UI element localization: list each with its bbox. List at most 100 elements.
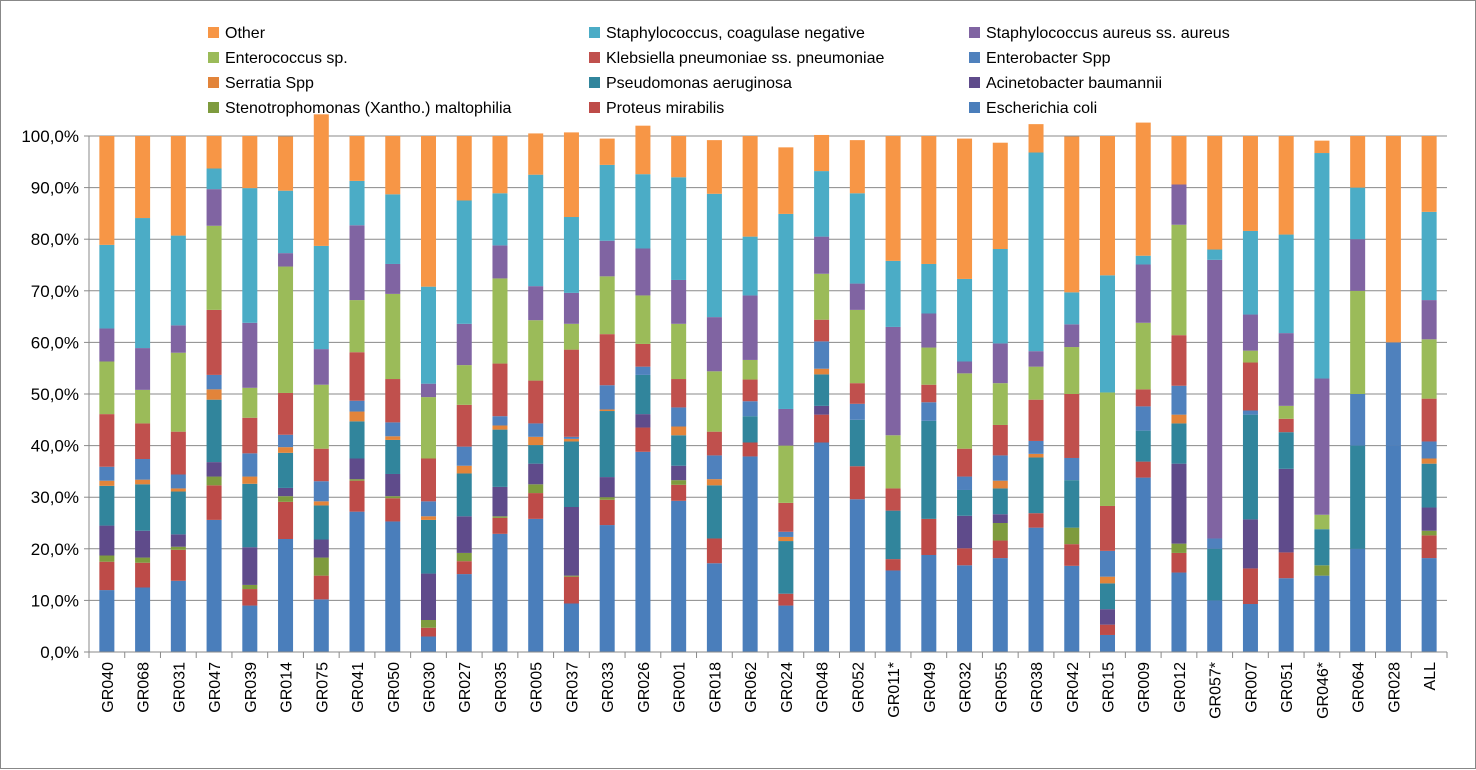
bar-segment-other <box>778 147 794 214</box>
bar-stack-gr035 <box>492 136 508 652</box>
bar-segment-enterococcus-sp <box>242 387 258 418</box>
bar-stack-gr038 <box>1028 124 1044 652</box>
bar-segment-klebsiella-pneumoniae-ss-pneumoniae <box>492 363 508 417</box>
bar-segment-pseudomonas-aeruginosa <box>135 484 151 531</box>
bar-segment-escherichia-coli <box>1278 578 1294 652</box>
bar-segment-other <box>671 136 687 178</box>
bar-segment-serratia-spp <box>1099 576 1116 584</box>
x-tick-label: GR042 <box>1065 662 1082 713</box>
legend-item-stenotrophomonas-xantho-maltophilia: Stenotrophomonas (Xantho.) maltophilia <box>208 100 511 117</box>
bar-segment-serratia-spp <box>456 465 472 474</box>
x-tick-label: GR049 <box>922 662 939 713</box>
y-axis-ticks: 0,0% 10,0% 20,0% 30,0% 40,0% 50,0% 60,0% 70,0% 8… <box>21 127 89 662</box>
x-tick-label: GR055 <box>993 662 1010 713</box>
bar-segment-staphylococcus-coagulase-negative <box>1350 187 1366 240</box>
bar-segment-other <box>349 136 365 181</box>
bar-stack-gr062 <box>742 136 758 652</box>
bar-segment-staphylococcus-coagulase-negative <box>778 213 794 409</box>
bar-segment-other <box>635 125 651 175</box>
bar-segment-escherichia-coli <box>635 451 651 652</box>
bar-segment-other <box>563 132 579 218</box>
bar-segment-serratia-spp <box>1171 414 1187 424</box>
bar-segment-escherichia-coli <box>528 518 544 652</box>
legend-item-acinetobacter-baumannii: Acinetobacter baumannii <box>969 75 1162 92</box>
bar-segment-other <box>849 140 865 194</box>
bar-segment-enterococcus-sp <box>528 320 544 381</box>
bar-segment-enterococcus-sp <box>849 309 865 384</box>
bar-segment-staphylococcus-aureus-ss-aureus <box>420 383 437 398</box>
bar-segment-proteus-mirabilis <box>385 498 401 522</box>
bar-segment-klebsiella-pneumoniae-ss-pneumoniae <box>456 404 472 447</box>
bar-segment-staphylococcus-coagulase-negative <box>278 190 294 254</box>
bar-segment-escherichia-coli <box>814 442 830 652</box>
bar-segment-staphylococcus-coagulase-negative <box>420 286 437 384</box>
legend-label: Enterococcus sp. <box>225 50 348 67</box>
bar-segment-acinetobacter-baumannii <box>385 473 401 497</box>
bar-segment-staphylococcus-coagulase-negative <box>1207 249 1223 260</box>
bar-segment-enterococcus-sp <box>349 300 365 353</box>
bar-stack-gr052 <box>849 140 865 652</box>
bar-segment-other <box>1099 136 1116 276</box>
bar-segment-escherichia-coli <box>849 499 865 652</box>
bar-segment-serratia-spp <box>99 480 115 486</box>
bar-segment-pseudomonas-aeruginosa <box>1278 432 1294 469</box>
bar-stack-gr011 <box>885 136 901 652</box>
legend-label: Stenotrophomonas (Xantho.) maltophilia <box>225 100 511 117</box>
bar-segment-pseudomonas-aeruginosa <box>814 374 830 406</box>
bar-segment-staphylococcus-coagulase-negative <box>349 180 365 226</box>
bar-segment-acinetobacter-baumannii <box>349 458 365 480</box>
bar-stack-gr040 <box>99 136 115 652</box>
bar-segment-other <box>385 136 401 195</box>
bar-segment-enterobacter-spp <box>563 436 579 439</box>
bar-segment-serratia-spp <box>1028 453 1044 458</box>
x-tick-label: ALL <box>1422 662 1439 691</box>
bar-segment-escherichia-coli <box>599 525 615 652</box>
legend-swatch <box>208 52 219 63</box>
legend-item-enterococcus-sp: Enterococcus sp. <box>208 50 348 67</box>
legend-item-serratia-spp: Serratia Spp <box>208 75 314 92</box>
bar-segment-proteus-mirabilis <box>1242 568 1258 605</box>
bar-segment-klebsiella-pneumoniae-ss-pneumoniae <box>135 423 151 460</box>
bar-segment-staphylococcus-aureus-ss-aureus <box>1135 264 1151 323</box>
bar-segment-enterobacter-spp <box>135 459 151 480</box>
bar-segment-enterococcus-sp <box>99 361 115 415</box>
bar-segment-pseudomonas-aeruginosa <box>778 541 794 594</box>
bar-segment-klebsiella-pneumoniae-ss-pneumoniae <box>742 379 758 402</box>
bar-segment-enterobacter-spp <box>778 531 794 537</box>
bar-segment-enterobacter-spp <box>242 453 258 477</box>
bar-segment-klebsiella-pneumoniae-ss-pneumoniae <box>170 431 186 475</box>
legend-swatch <box>589 27 600 38</box>
bar-stack-gr014 <box>278 136 294 652</box>
bar-segment-pseudomonas-aeruginosa <box>1207 548 1223 601</box>
bar-segment-staphylococcus-coagulase-negative <box>1421 211 1437 301</box>
bar-segment-enterococcus-sp <box>1314 514 1330 530</box>
bar-segment-proteus-mirabilis <box>420 627 437 637</box>
bar-segment-enterococcus-sp <box>385 293 401 380</box>
bar-segment-escherichia-coli <box>1207 600 1223 652</box>
y-tick-label: 50,0% <box>31 385 79 404</box>
bar-stack-gr064 <box>1350 136 1366 652</box>
bar-segment-pseudomonas-aeruginosa <box>349 421 365 459</box>
bar-segment-enterococcus-sp <box>1064 347 1080 394</box>
bar-segment-escherichia-coli <box>742 456 758 652</box>
bar-segment-stenotrophomonas-xantho-maltophilia <box>278 496 294 502</box>
bar-segment-serratia-spp <box>706 479 722 486</box>
bar-stack-gr031 <box>170 136 186 652</box>
bar-segment-other <box>1207 136 1223 250</box>
bar-segment-serratia-spp <box>492 425 508 430</box>
bar-segment-acinetobacter-baumannii <box>1171 463 1187 544</box>
bar-segment-proteus-mirabilis <box>456 561 472 575</box>
bar-segment-klebsiella-pneumoniae-ss-pneumoniae <box>1135 389 1151 407</box>
bar-segment-staphylococcus-coagulase-negative <box>1242 230 1258 315</box>
bar-segment-serratia-spp <box>814 368 830 375</box>
bar-segment-staphylococcus-coagulase-negative <box>742 236 758 296</box>
bar-segment-pseudomonas-aeruginosa <box>1314 529 1330 566</box>
bar-segment-serratia-spp <box>349 411 365 422</box>
legend-label: Serratia Spp <box>225 75 314 92</box>
bar-segment-escherichia-coli <box>563 603 579 652</box>
bar-segment-enterobacter-spp <box>313 481 329 502</box>
bar-stack-gr007 <box>1242 136 1258 652</box>
bar-segment-serratia-spp <box>206 389 222 400</box>
bar-segment-klebsiella-pneumoniae-ss-pneumoniae <box>528 380 544 424</box>
bar-segment-proteus-mirabilis <box>1278 552 1294 579</box>
